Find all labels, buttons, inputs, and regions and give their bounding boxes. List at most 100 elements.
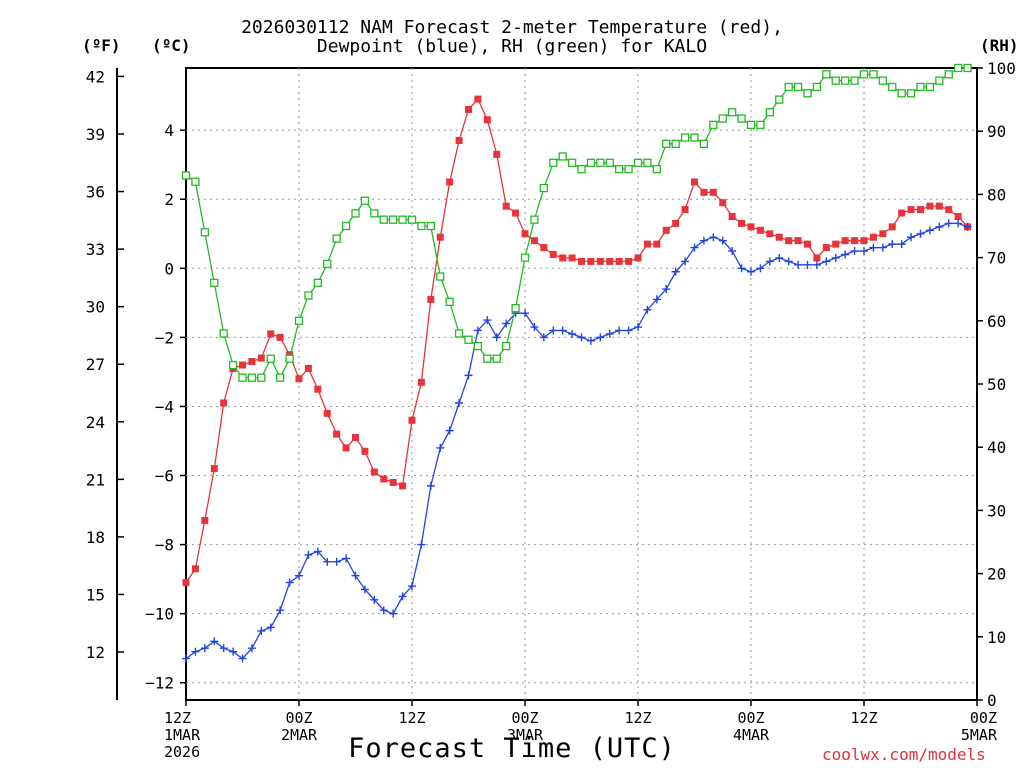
dewpoint-point xyxy=(709,233,718,242)
rh-point xyxy=(210,278,219,288)
rh-point xyxy=(662,139,671,148)
dewpoint-point xyxy=(963,222,972,231)
x-tick-label: 1MAR xyxy=(164,726,201,744)
rh-point xyxy=(944,70,953,79)
rh-point xyxy=(746,120,756,130)
2-meter-temperature-point xyxy=(625,257,633,265)
2-meter-temperature-point xyxy=(907,206,915,214)
fahrenheit-tick-label: 36 xyxy=(86,183,105,202)
x-tick-label: 00Z xyxy=(285,709,312,727)
rh-tick-label: 80 xyxy=(987,185,1006,204)
x-tick-label: 3MAR xyxy=(507,726,544,744)
rh-point xyxy=(294,316,304,325)
dewpoint-point xyxy=(210,637,219,646)
rh-point xyxy=(822,70,831,79)
celsius-unit-label: (ºC) xyxy=(152,36,191,55)
dewpoint-point xyxy=(671,267,680,276)
rh-point xyxy=(379,215,388,224)
dewpoint-point xyxy=(379,606,388,615)
2-meter-temperature-point xyxy=(502,202,510,210)
dewpoint-point xyxy=(455,398,464,407)
celsius-tick-label: −10 xyxy=(145,605,174,624)
fahrenheit-tick-label: 15 xyxy=(86,585,105,604)
dewpoint-point xyxy=(878,243,887,252)
2-meter-temperature-point xyxy=(304,364,312,372)
2-meter-temperature-point xyxy=(342,444,350,452)
dewpoint-point xyxy=(756,264,765,273)
plot-frame xyxy=(185,67,978,701)
rh-point xyxy=(426,221,435,231)
dewpoint-point xyxy=(860,247,868,256)
dewpoint-point xyxy=(445,426,454,435)
dewpoint-point xyxy=(605,329,614,338)
rh-tick-label: 0 xyxy=(987,691,997,710)
chart-title-line2: Dewpoint (blue), RH (green) for KALO xyxy=(316,36,708,57)
dewpoint-point xyxy=(436,443,445,452)
rh-point xyxy=(765,108,774,117)
2-meter-temperature-point xyxy=(380,475,388,483)
dewpoint-point xyxy=(502,319,511,328)
2-meter-temperature-point xyxy=(719,199,727,207)
rh-point xyxy=(793,82,803,92)
rh-point xyxy=(643,158,652,167)
rh-point xyxy=(530,215,539,224)
x-tick-label: 5MAR xyxy=(961,726,998,744)
dewpoint-point xyxy=(200,644,209,653)
rh-point xyxy=(464,335,473,344)
rh-point xyxy=(718,114,727,123)
2-meter-temperature-point xyxy=(691,178,698,186)
rh-point xyxy=(775,95,784,104)
dewpoint-point xyxy=(690,243,699,252)
rh-point xyxy=(351,209,360,218)
2-meter-temperature-point xyxy=(540,244,548,252)
celsius-tick-label: −4 xyxy=(155,397,174,416)
2-meter-temperature-series xyxy=(182,95,972,587)
2-meter-temperature-point xyxy=(822,244,830,252)
rh-point xyxy=(181,171,191,180)
2-meter-temperature-point xyxy=(257,354,265,362)
2-meter-temperature-point xyxy=(926,202,934,210)
rh-point xyxy=(878,76,887,85)
2-meter-temperature-point xyxy=(653,240,661,248)
dewpoint-point xyxy=(699,236,708,245)
rh-unit-label: (RH) xyxy=(980,36,1019,55)
2-meter-temperature-point xyxy=(756,226,764,234)
dewpoint-point xyxy=(586,336,595,345)
rh-point xyxy=(671,139,680,148)
rh-point xyxy=(502,341,511,351)
rh-point xyxy=(558,152,567,161)
2-meter-temperature-point xyxy=(606,257,614,265)
dewpoint-point xyxy=(822,257,831,266)
rh-point xyxy=(916,82,925,92)
dewpoint-point xyxy=(304,550,313,559)
2-meter-temperature-point xyxy=(446,178,454,186)
rh-point xyxy=(511,304,520,313)
rh-point xyxy=(200,228,209,237)
fahrenheit-tick-label: 24 xyxy=(86,413,105,432)
rh-tick-label: 90 xyxy=(987,122,1006,141)
2-meter-temperature-point xyxy=(521,230,529,238)
2-meter-temperature-point xyxy=(813,254,821,262)
celsius-tick-label: −12 xyxy=(145,674,174,693)
fahrenheit-tick-label: 33 xyxy=(86,240,105,259)
rh-tick-label: 100 xyxy=(987,59,1016,78)
dewpoint-point xyxy=(775,253,784,262)
2-meter-temperature-point xyxy=(634,254,642,262)
x-tick-label: 00Z xyxy=(970,709,997,727)
2-meter-temperature-point xyxy=(512,209,520,217)
rh-point xyxy=(323,259,332,269)
rh-point xyxy=(567,158,577,167)
2-meter-temperature-point xyxy=(728,213,736,221)
dewpoint-point xyxy=(907,233,916,242)
2-meter-temperature-point xyxy=(182,579,190,587)
dewpoint-point xyxy=(935,222,944,231)
dewpoint-point xyxy=(521,309,529,318)
celsius-tick-label: 4 xyxy=(164,121,174,140)
2-meter-temperature-point xyxy=(954,213,962,221)
x-axis-title: Forecast Time (UTC) xyxy=(348,733,676,764)
rh-point xyxy=(906,89,916,98)
2-meter-temperature-point xyxy=(314,385,322,393)
dewpoint-point xyxy=(841,250,850,259)
2-meter-temperature-point xyxy=(700,188,708,196)
